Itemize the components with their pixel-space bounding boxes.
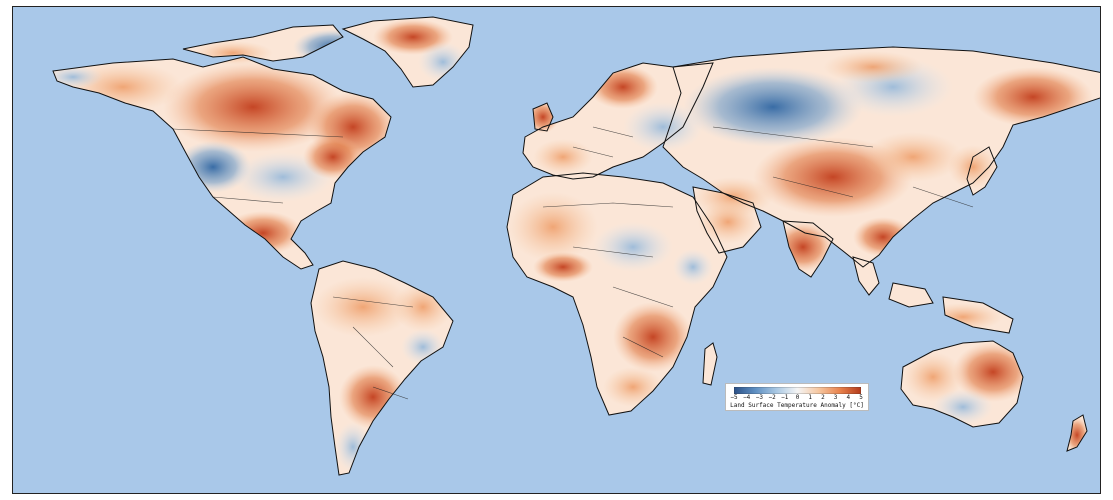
colorbar-tick-label: 2 (821, 394, 825, 401)
colorbar-label: Land Surface Temperature Anomaly [°C] (730, 402, 864, 409)
world-map (13, 7, 1100, 493)
colorbar-tick-label: 5 (859, 394, 863, 401)
colorbar-tick-label: 0 (795, 394, 800, 401)
colorbar-tick-label: 3 (833, 394, 838, 401)
map-frame: −5 −4 −3 −2 −1 0 1 2 3 4 5 Land Surface Temperatur… (12, 6, 1101, 494)
colorbar-tick-label: −2 (768, 394, 776, 401)
colorbar-tick-label: 1 (808, 394, 812, 401)
colorbar-tick-label: −3 (755, 394, 764, 401)
colorbar-ticks: −5 −4 −3 −2 −1 0 1 2 3 4 5 (730, 394, 863, 403)
colorbar-tick-label: −5 (730, 394, 738, 401)
colorbar-legend: −5 −4 −3 −2 −1 0 1 2 3 4 5 Land Surface Temperatur… (725, 383, 869, 411)
colorbar-tick-label: −1 (781, 394, 789, 401)
country-borders (172, 126, 974, 400)
colorbar (734, 387, 861, 394)
colorbar-tick-label: 4 (846, 394, 851, 401)
colorbar-tick-label: −4 (743, 394, 751, 401)
